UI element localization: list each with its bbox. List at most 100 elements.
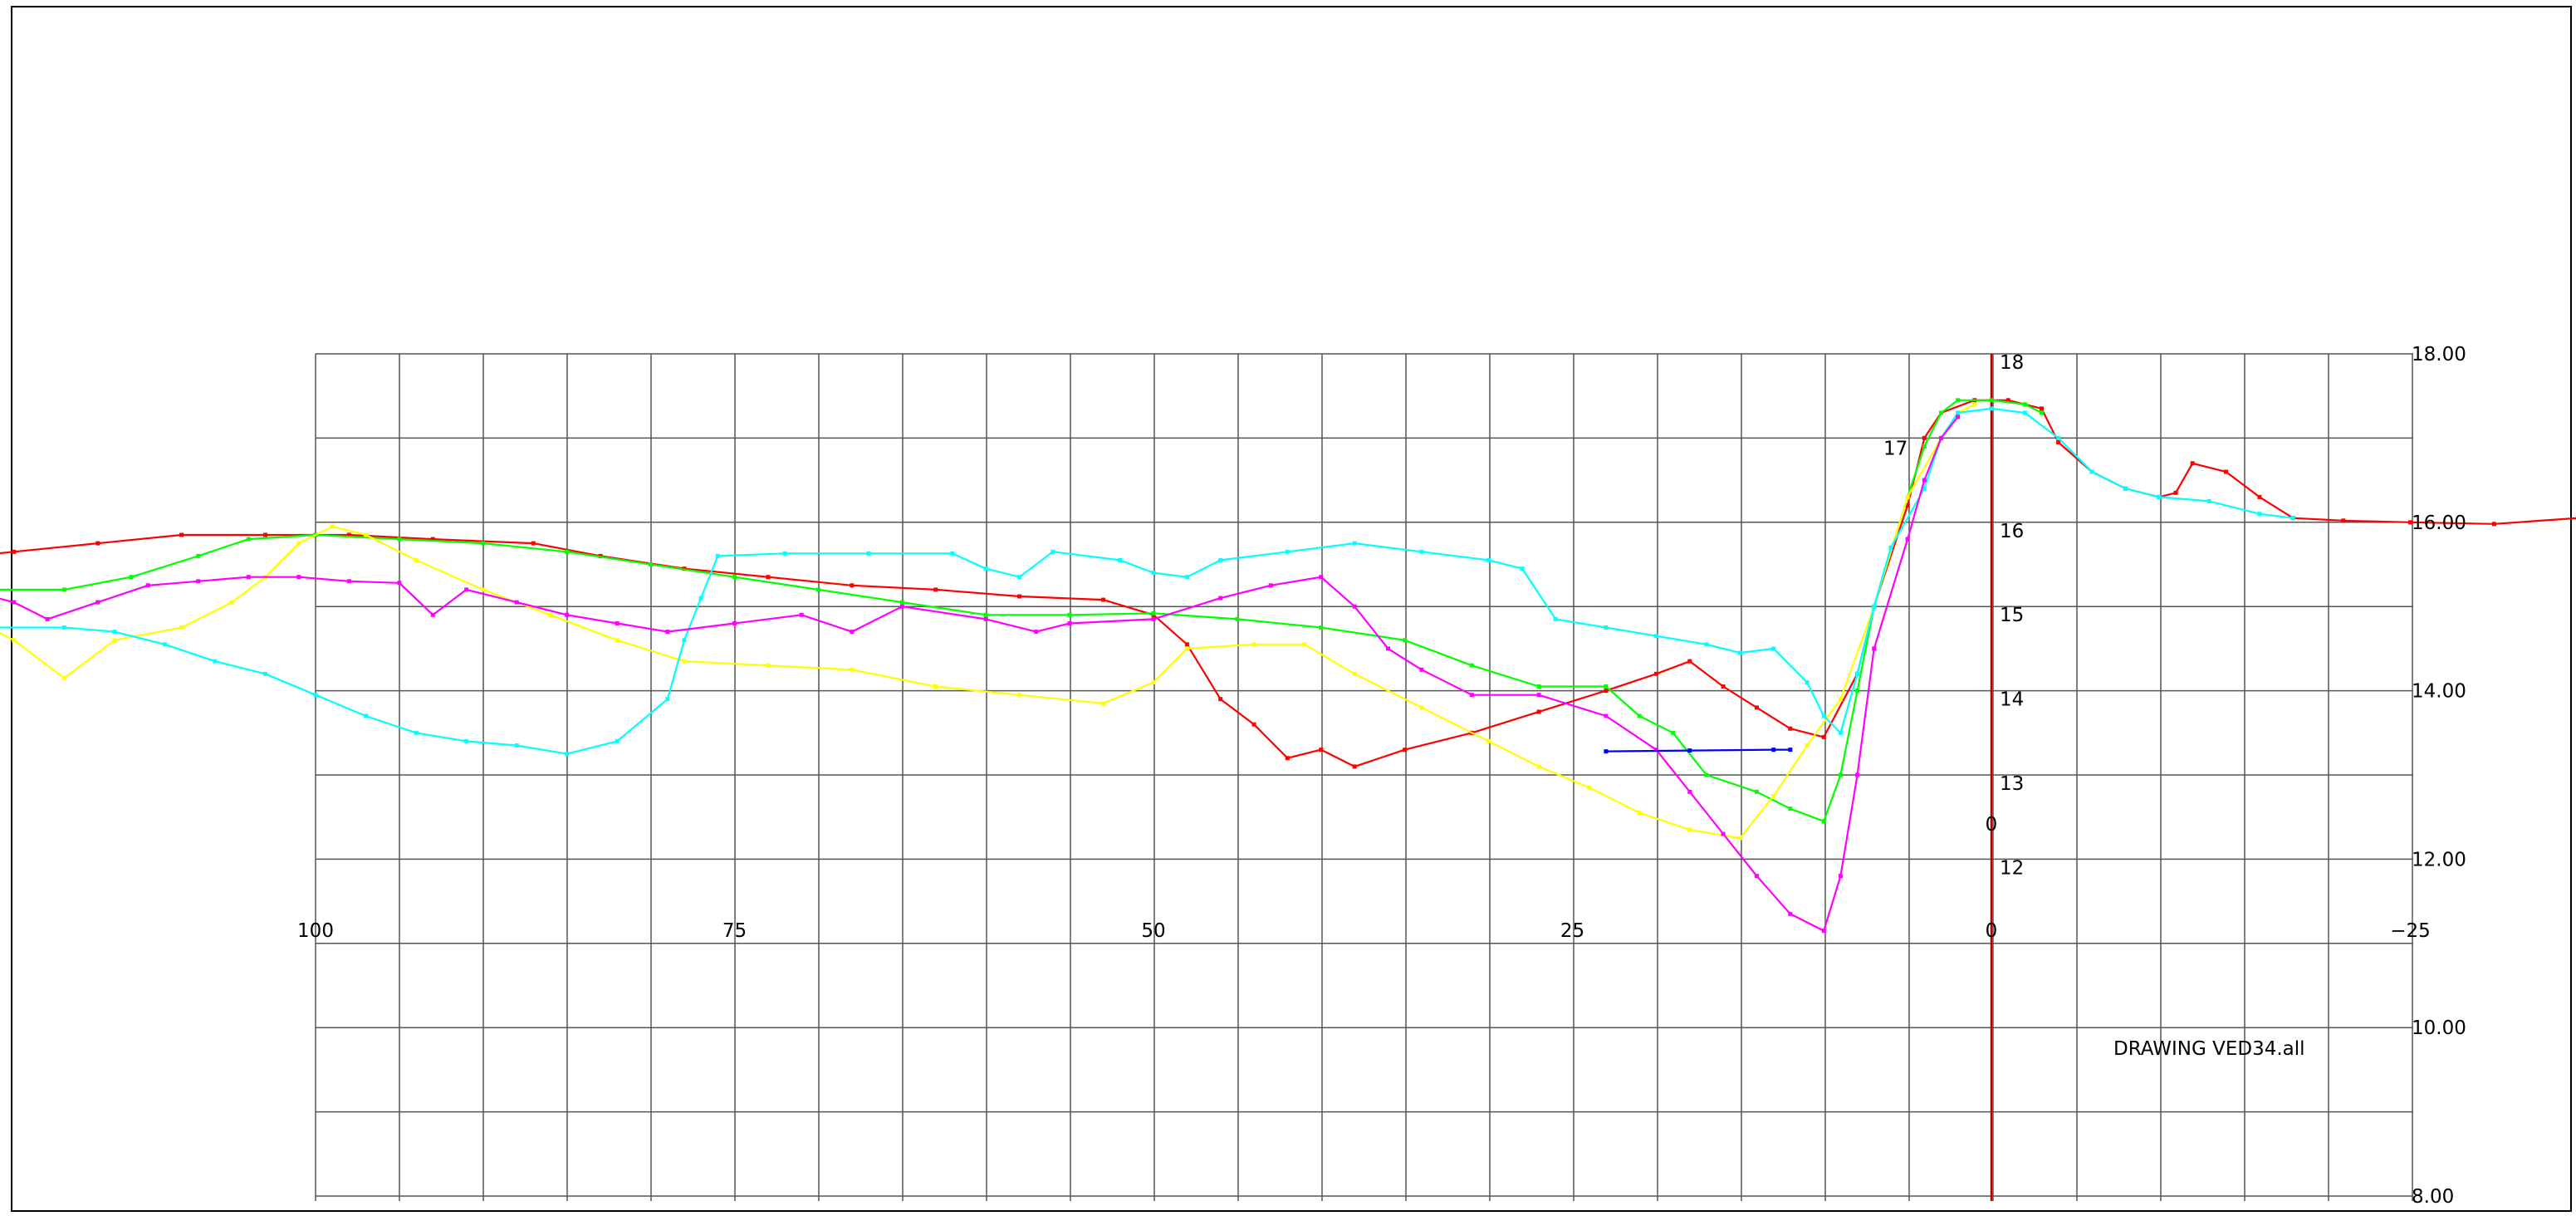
- data-point: [1469, 663, 1474, 668]
- data-point: [196, 579, 201, 584]
- data-point: [1017, 594, 1022, 599]
- data-point: [1151, 610, 1156, 615]
- data-point: [1755, 705, 1759, 710]
- data-point: [2157, 494, 2162, 499]
- data-point: [464, 738, 469, 743]
- elevation-scale-label: 15: [2000, 605, 2024, 626]
- data-point: [1218, 596, 1223, 601]
- data-point: [1604, 713, 1609, 718]
- data-point: [1285, 756, 1290, 761]
- data-point: [346, 532, 351, 537]
- data-point: [649, 562, 654, 566]
- data-point: [2173, 490, 2178, 495]
- data-point: [263, 532, 267, 537]
- data-point: [2341, 518, 2346, 523]
- data-point: [1536, 709, 1541, 714]
- data-point: [2089, 469, 2094, 474]
- data-point: [565, 549, 570, 554]
- data-point: [296, 575, 301, 580]
- data-point: [2257, 494, 2262, 499]
- x-tick-label: 75: [722, 920, 747, 942]
- data-point: [1302, 642, 1307, 647]
- drawing-border: [11, 6, 2572, 1212]
- data-point: [1251, 722, 1256, 727]
- series-group: [0, 398, 2576, 934]
- data-point: [2022, 402, 2027, 407]
- data-point: [615, 621, 620, 625]
- data-point: [1721, 684, 1726, 689]
- data-point: [1905, 503, 1910, 507]
- data-point: [1067, 612, 1072, 617]
- data-point: [12, 600, 17, 605]
- data-point: [1604, 749, 1609, 754]
- x-tick-label: 50: [1141, 920, 1165, 942]
- data-point: [1536, 684, 1541, 689]
- data-point: [1469, 693, 1474, 698]
- elevation-scale-label: 18: [2000, 352, 2024, 374]
- data-point: [2257, 512, 2262, 517]
- data-point: [1151, 571, 1156, 576]
- data-point: [414, 557, 419, 562]
- data-point: [1922, 478, 1927, 483]
- data-point: [112, 630, 117, 635]
- data-point: [1872, 646, 1877, 651]
- data-point: [430, 537, 435, 542]
- data-point: [1604, 625, 1609, 630]
- data-point: [129, 575, 134, 580]
- data-point: [12, 549, 17, 554]
- data-point: [615, 638, 620, 643]
- data-point: [1872, 604, 1877, 609]
- series-3: [0, 406, 2295, 757]
- data-point: [1352, 671, 1357, 676]
- data-point: [2022, 410, 2027, 415]
- data-point: [766, 663, 771, 668]
- data-point: [1319, 625, 1324, 630]
- data-point: [1771, 646, 1776, 651]
- data-point: [430, 612, 435, 617]
- data-point: [1838, 697, 1843, 702]
- data-point: [2190, 461, 2195, 466]
- elevation-scale-label: 14: [2000, 689, 2024, 711]
- data-point: [1989, 406, 1994, 411]
- series-line: [1605, 748, 1790, 753]
- data-point: [196, 553, 201, 558]
- data-point: [2005, 398, 2010, 403]
- y-tick-label: 8.00: [2412, 1186, 2454, 1208]
- data-point: [1536, 693, 1541, 698]
- data-point: [1352, 764, 1357, 769]
- data-point: [850, 630, 855, 635]
- data-point: [1922, 486, 1927, 491]
- data-point: [1184, 642, 1189, 647]
- data-point: [565, 612, 570, 617]
- y-tick-label: 14.00: [2412, 681, 2466, 703]
- data-point: [2224, 469, 2228, 474]
- data-point: [1386, 646, 1390, 651]
- data-point: [246, 537, 251, 542]
- data-point: [2206, 498, 2211, 503]
- data-point: [2123, 486, 2128, 491]
- elevation-scale-label: 17: [1883, 438, 1908, 459]
- data-point: [1268, 583, 1273, 588]
- data-point: [1956, 398, 1961, 403]
- data-point: [1419, 667, 1424, 672]
- data-point: [1587, 785, 1592, 790]
- data-point: [1956, 414, 1961, 419]
- data-point: [1687, 659, 1692, 664]
- y-tick-label: 10.00: [2412, 1017, 2466, 1039]
- data-point: [933, 684, 938, 689]
- data-point: [1486, 738, 1491, 743]
- data-point: [229, 600, 234, 605]
- data-point: [1838, 730, 1843, 735]
- data-point: [1704, 772, 1709, 777]
- data-point: [1319, 575, 1324, 580]
- data-point: [1251, 642, 1256, 647]
- data-point: [61, 587, 66, 592]
- data-point: [179, 532, 184, 537]
- data-point: [866, 551, 871, 556]
- data-point: [983, 612, 988, 617]
- x-tick-label: −25: [2390, 920, 2431, 942]
- data-point: [1737, 650, 1742, 655]
- data-point: [565, 752, 570, 757]
- data-point: [1855, 689, 1860, 694]
